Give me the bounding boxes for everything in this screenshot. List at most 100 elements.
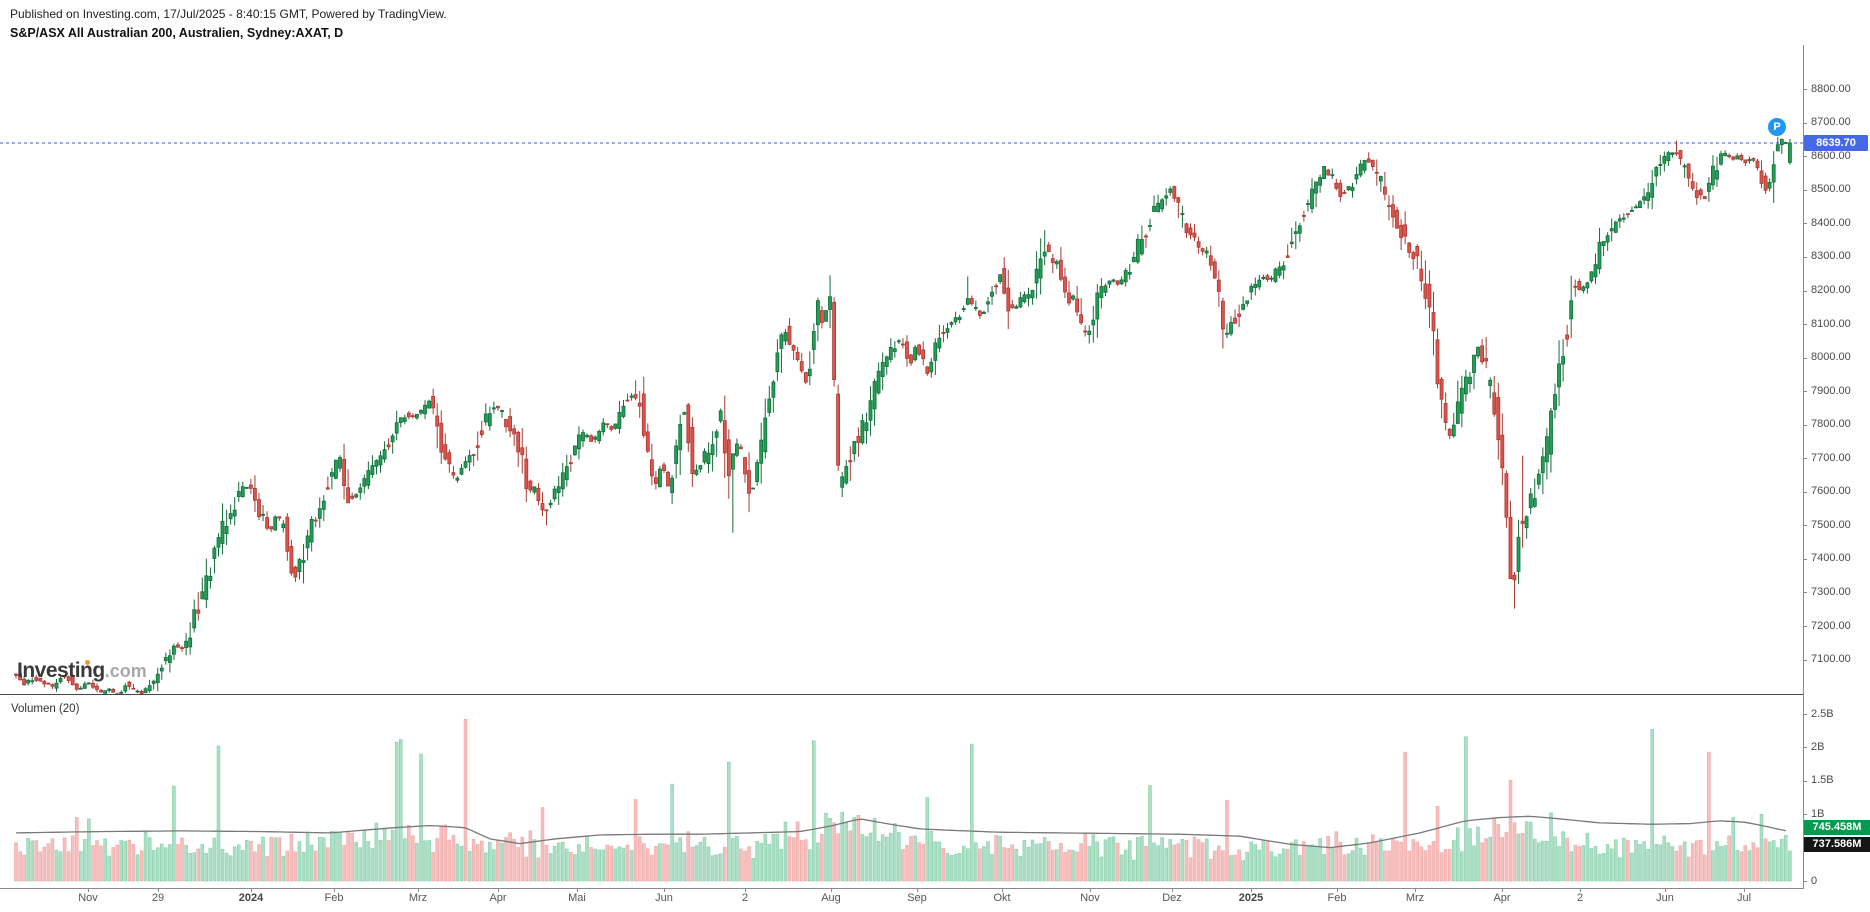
x-axis-label: Feb [324, 892, 344, 904]
price-axis-tick [1803, 357, 1807, 359]
investing-logo: Investing.com [17, 659, 147, 683]
price-axis-label: 8100.00 [1811, 317, 1851, 330]
price-axis-label: 7700.00 [1811, 451, 1851, 464]
x-axis-label: 2 [1576, 892, 1584, 904]
x-axis-tick [1502, 888, 1503, 892]
x-axis-tick [418, 888, 419, 892]
x-axis-tick [498, 888, 499, 892]
x-axis-tick [1665, 888, 1666, 892]
x-axis-tick [1002, 888, 1003, 892]
price-axis-tick [1803, 256, 1807, 258]
price-axis-label: 8700.00 [1811, 116, 1851, 129]
x-axis-label: 2 [741, 892, 749, 904]
price-axis-label: 7800.00 [1811, 418, 1851, 431]
x-axis-label: 2024 [238, 892, 264, 904]
x-axis-label: Feb [1327, 892, 1347, 904]
price-axis-line[interactable] [1803, 45, 1804, 889]
x-axis-label: Mai [568, 892, 586, 904]
price-axis-label: 7600.00 [1811, 485, 1851, 498]
price-axis-label: 7900.00 [1811, 384, 1851, 397]
price-axis-tick [1803, 324, 1807, 326]
page-title: S&P/ASX All Australian 200, Australien, … [10, 26, 344, 40]
price-axis-tick [1803, 223, 1807, 225]
x-axis-label: Jul [1736, 892, 1752, 904]
volume-axis-label: 1B [1811, 807, 1825, 820]
volume-bars-layer [14, 719, 1792, 882]
volume-axis-tick [1803, 780, 1807, 782]
price-axis-tick [1803, 491, 1807, 493]
price-axis-label: 7500.00 [1811, 518, 1851, 531]
x-axis-tick [1415, 888, 1416, 892]
x-axis-tick [1337, 888, 1338, 892]
investing-logo-dot-icon [85, 660, 90, 665]
price-axis-tick [1803, 156, 1807, 158]
x-axis-tick [664, 888, 665, 892]
price-axis-tick [1803, 525, 1807, 527]
price-axis-label: 7200.00 [1811, 619, 1851, 632]
price-axis-label: 7400.00 [1811, 552, 1851, 565]
x-axis-tick [251, 888, 252, 892]
price-axis-tick [1803, 626, 1807, 628]
investing-logo-brand: Investing [17, 659, 105, 682]
panel-divider[interactable] [0, 694, 1803, 695]
x-axis-label: 29 [151, 892, 165, 904]
volume-axis-tick [1803, 747, 1807, 749]
candlestick-chart[interactable] [0, 45, 1803, 694]
x-axis-tick [158, 888, 159, 892]
x-axis-tick [917, 888, 918, 892]
price-axis-tick [1803, 89, 1807, 91]
x-axis-tick [88, 888, 89, 892]
volume-indicator-label: Volumen (20) [11, 703, 80, 715]
x-axis-tick [1172, 888, 1173, 892]
volume-axis-tick [1803, 881, 1807, 882]
price-axis-label: 8400.00 [1811, 216, 1851, 229]
x-axis-label: 2025 [1238, 892, 1264, 904]
x-axis-line[interactable] [0, 888, 1803, 889]
x-axis-label: Mrz [1405, 892, 1425, 904]
volume-value-badge: 737.586M [1804, 837, 1870, 852]
x-axis-label: Sep [907, 892, 927, 904]
x-axis-label: Nov [1080, 892, 1100, 904]
x-axis-tick [1090, 888, 1091, 892]
price-axis-label: 8200.00 [1811, 284, 1851, 297]
last-price-badge: 8639.70 [1804, 135, 1868, 151]
volume-axis-tick [1803, 714, 1807, 715]
volume-axis-tick [1803, 814, 1807, 816]
x-axis-label: Dez [1162, 892, 1182, 904]
price-axis-label: 8500.00 [1811, 183, 1851, 196]
price-axis-tick [1803, 122, 1807, 124]
volume-ma-line [15, 815, 1787, 849]
price-axis-label: 8600.00 [1811, 149, 1851, 162]
x-axis-label: Apr [1493, 892, 1511, 904]
price-axis-label: 7100.00 [1811, 653, 1851, 666]
x-axis-tick [1580, 888, 1581, 892]
published-line: Published on Investing.com, 17/Jul/2025 … [10, 7, 447, 21]
volume-ma-badge: 745.458M [1804, 820, 1870, 835]
price-axis-label: 8300.00 [1811, 250, 1851, 263]
price-axis-label: 8000.00 [1811, 351, 1851, 364]
publish-avatar-icon[interactable]: P [1768, 118, 1786, 136]
investing-logo-suffix: .com [104, 661, 147, 681]
x-axis-tick [334, 888, 335, 892]
candles-layer [0, 137, 1803, 694]
x-axis-label: Mrz [408, 892, 428, 904]
price-axis-tick [1803, 592, 1807, 594]
price-axis-tick [1803, 424, 1807, 426]
x-axis-label: Jun [1656, 892, 1674, 904]
x-axis-label: Okt [993, 892, 1011, 904]
price-axis-label: 7300.00 [1811, 585, 1851, 598]
price-axis-tick [1803, 558, 1807, 560]
x-axis-label: Jun [655, 892, 673, 904]
volume-axis-label: 1.5B [1811, 774, 1834, 787]
x-axis-tick [745, 888, 746, 892]
x-axis-tick [831, 888, 832, 892]
x-axis-tick [1251, 888, 1252, 892]
volume-axis-label: 2B [1811, 740, 1825, 753]
x-axis-tick [577, 888, 578, 892]
volume-chart[interactable] [0, 695, 1803, 888]
price-axis-tick [1803, 290, 1807, 292]
x-axis-label: Aug [821, 892, 841, 904]
volume-axis-label: 2.5B [1811, 707, 1834, 720]
price-axis-tick [1803, 189, 1807, 191]
